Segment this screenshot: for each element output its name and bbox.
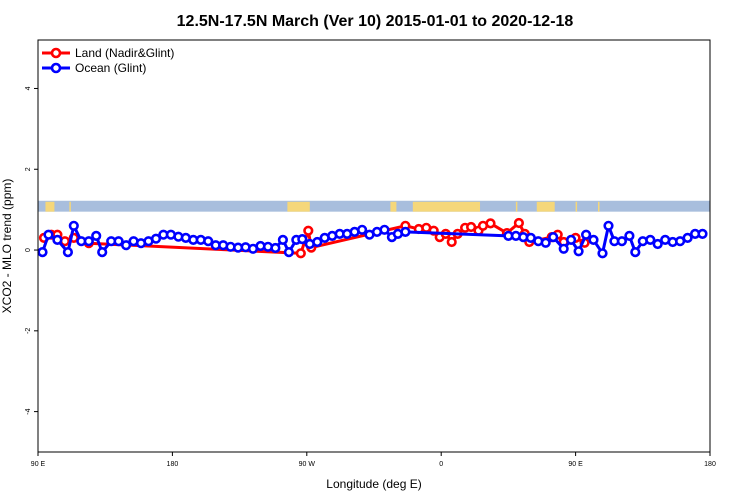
data-point (277, 234, 289, 245)
series-ocean (37, 220, 708, 259)
data-point (379, 224, 390, 235)
data-point (630, 247, 641, 258)
land-ocean-strip (38, 200, 710, 212)
legend: Land (Nadir&Glint)Ocean (Glint) (42, 46, 174, 75)
data-point (283, 247, 295, 258)
data-point (295, 248, 306, 259)
data-point (573, 246, 584, 257)
x-tick-label: 180 (704, 461, 716, 468)
plot-frame (37, 39, 711, 453)
x-axis: 90 E 180 90 W 0 90 E 180 (31, 452, 716, 468)
data-point (565, 234, 577, 245)
data-point (91, 230, 102, 241)
y-tick-label: -4 (25, 408, 32, 414)
data-point (52, 234, 63, 245)
land-patch (287, 201, 310, 212)
data-point (303, 225, 314, 236)
series-layer (37, 217, 708, 259)
data-point (37, 247, 48, 258)
data-point (558, 243, 569, 254)
data-point (270, 242, 281, 254)
data-point (62, 247, 73, 258)
data-point (83, 236, 94, 247)
data-point (624, 230, 635, 241)
data-point (97, 247, 108, 258)
data-point (120, 240, 132, 251)
legend-item: Land (Nadir&Glint) (42, 46, 174, 60)
data-point (43, 229, 54, 240)
data-point (540, 237, 551, 248)
data-point (616, 236, 628, 247)
x-tick-label: 90 E (568, 461, 583, 468)
land-patch (390, 201, 397, 212)
legend-label: Ocean (Glint) (75, 61, 146, 75)
data-point (697, 228, 708, 239)
data-point (297, 234, 308, 245)
land-patch (412, 201, 481, 212)
data-point (513, 217, 525, 229)
data-point (597, 248, 608, 259)
y-axis: -4 -2 0 2 4 (25, 86, 38, 415)
data-point (603, 220, 614, 231)
data-point (113, 236, 124, 247)
x-tick-label: 90 W (299, 461, 316, 468)
data-point (588, 234, 599, 245)
ocean-band (38, 200, 710, 212)
data-point (485, 218, 496, 229)
data-point (203, 236, 214, 247)
y-tick-label: 0 (25, 248, 32, 252)
land-patch (45, 201, 55, 212)
land-patch (515, 201, 518, 212)
data-point (357, 224, 368, 235)
data-point (466, 221, 477, 233)
land-patch (536, 201, 555, 212)
x-tick-label: 90 E (31, 461, 46, 468)
legend-label: Land (Nadir&Glint) (75, 46, 174, 60)
legend-swatch-marker (50, 62, 62, 74)
data-point (682, 232, 693, 243)
data-point (645, 234, 656, 245)
land-patch (598, 201, 600, 212)
chart-title: 12.5N-17.5N March (Ver 10) 2015-01-01 to… (177, 13, 574, 30)
data-point (580, 229, 592, 240)
y-tick-label: 2 (25, 167, 32, 171)
y-tick-label: 4 (25, 86, 32, 90)
data-point (652, 238, 663, 250)
data-point (150, 233, 162, 244)
land-patch (575, 201, 578, 212)
legend-item: Ocean (Glint) (42, 61, 146, 75)
x-tick-label: 0 (439, 461, 443, 468)
y-tick-label: -2 (25, 328, 32, 334)
data-point (548, 232, 559, 243)
y-axis-label: XCO2 - MLO trend (ppm) (0, 179, 14, 314)
data-point (400, 226, 411, 237)
legend-swatch-marker (50, 47, 62, 59)
x-tick-label: 180 (167, 461, 179, 468)
data-point (312, 236, 323, 248)
x-axis-label: Longitude (deg E) (326, 477, 421, 491)
data-point (446, 236, 457, 248)
data-point (68, 220, 79, 231)
land-patch (69, 201, 71, 212)
